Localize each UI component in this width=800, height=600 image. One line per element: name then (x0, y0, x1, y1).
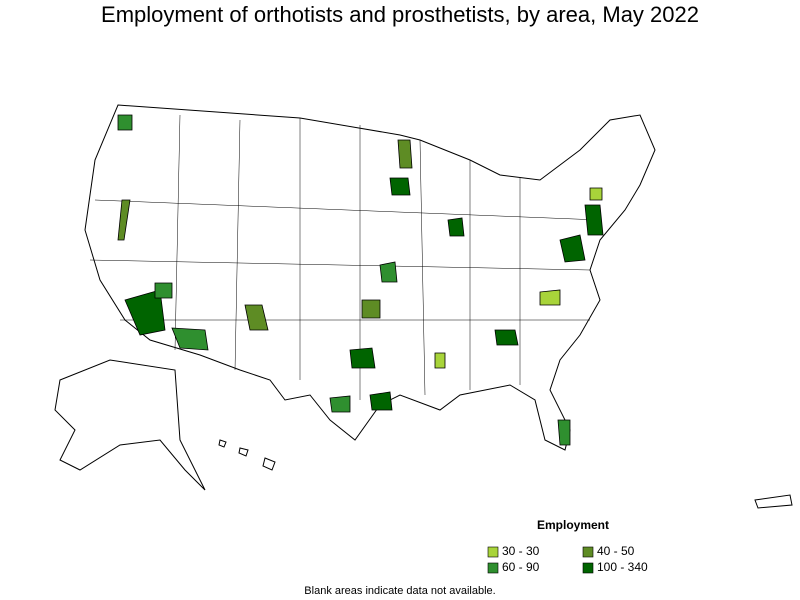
map-area (349, 347, 376, 369)
map-area (584, 204, 604, 236)
map-area (494, 329, 519, 346)
puerto-rico (754, 494, 793, 509)
map-area (589, 187, 603, 201)
alaska (54, 359, 206, 491)
map-area (244, 304, 269, 331)
map-title: Employment of orthotists and prosthetist… (101, 2, 699, 27)
map-area (117, 114, 133, 131)
map-area (329, 395, 351, 413)
map-area (379, 261, 398, 283)
map-area (397, 139, 413, 169)
legend-label: 100 - 340 (597, 560, 648, 574)
legend-label: 40 - 50 (597, 544, 635, 558)
map-area (171, 327, 209, 351)
us-map (54, 104, 793, 509)
map-area (447, 217, 465, 237)
map-area (154, 282, 173, 299)
legend-label: 30 - 30 (502, 544, 540, 558)
legend-swatch (582, 562, 594, 574)
map-area (361, 299, 381, 319)
legend-items: 30 - 30 40 - 50 60 - 90 100 - 340 (487, 544, 648, 574)
map-area (559, 234, 586, 263)
legend-label: 60 - 90 (502, 560, 540, 574)
legend-swatch (487, 546, 499, 558)
employment-areas (117, 114, 604, 446)
contiguous-us (84, 104, 656, 451)
footnote: Blank areas indicate data not available. (304, 585, 495, 597)
legend-swatch (487, 562, 499, 574)
hawaii (218, 439, 276, 471)
map-area (369, 391, 393, 411)
legend-swatch (582, 546, 594, 558)
map-area (117, 199, 131, 241)
map-area (539, 289, 561, 306)
legend-title: Employment (537, 518, 609, 532)
map-area (434, 352, 446, 369)
state-borders (89, 114, 601, 400)
map-area (124, 289, 166, 336)
map-area (389, 177, 411, 196)
map-area (557, 419, 571, 446)
legend: Employment 30 - 30 40 - 50 60 - 90 100 - 34… (487, 518, 648, 574)
